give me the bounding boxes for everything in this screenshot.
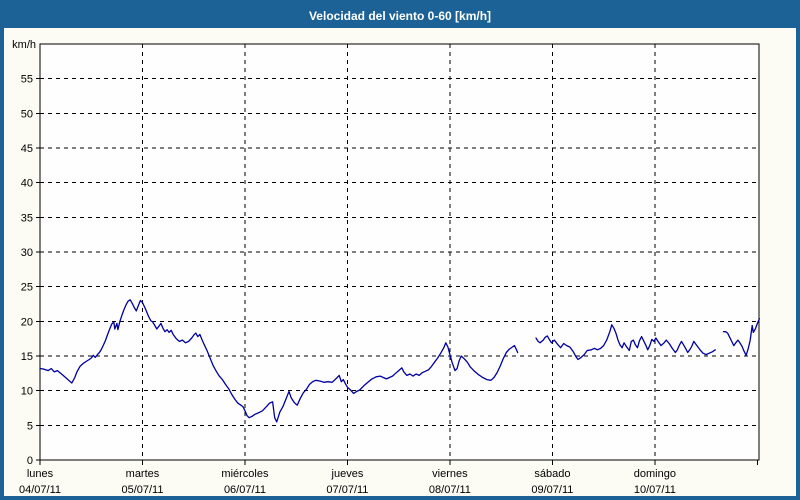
plot-area [39,43,760,461]
wind-speed-line-segment [722,317,761,356]
day-date-label: 04/07/11 [19,484,61,496]
y-tick-label: 40 [21,178,33,190]
day-date-label: 09/07/11 [531,484,573,496]
day-name-label: martes [126,468,160,480]
wind-speed-line-segment [39,299,519,423]
day-date-label: 06/07/11 [224,484,266,496]
y-axis-labels: 0 5 10 15 20 25 30 35 40 45 50 55 km/h [12,39,36,467]
y-tick-label: 10 [21,386,33,398]
y-tick-label: 30 [21,247,33,259]
grid-lines [40,44,759,460]
day-date-label: 07/07/11 [326,484,368,496]
y-tick-label: 25 [21,282,33,294]
day-date-label: 05/07/11 [121,484,163,496]
day-name-label: sábado [534,468,570,480]
y-axis-unit-label: km/h [12,39,36,51]
y-tick-label: 15 [21,351,33,363]
y-tick-label: 35 [21,212,33,224]
wind-speed-line [39,299,761,423]
day-name-label: miércoles [221,468,269,480]
y-tick-label: 45 [21,143,33,155]
day-name-label: domingo [634,468,676,480]
day-name-label: jueves [331,468,364,480]
y-tick-label: 20 [21,316,33,328]
chart-titlebar: Velocidad del viento 0-60 [km/h] [4,4,796,28]
wind-speed-line-segment [535,324,716,361]
day-date-label: 08/07/11 [429,484,471,496]
chart-title: Velocidad del viento 0-60 [km/h] [308,9,492,23]
wind-speed-chart: 0 5 10 15 20 25 30 35 40 45 50 55 km/h lunes 04/07/11 m… [12,39,761,496]
y-tick-label: 55 [21,74,33,86]
axis-ticks [36,78,758,465]
day-name-label: viernes [432,468,468,480]
y-tick-label: 5 [27,420,33,432]
y-tick-label: 50 [21,108,33,120]
day-name-label: lunes [27,468,54,480]
day-date-label: 10/07/11 [634,484,676,496]
x-axis-labels: lunes 04/07/11 martes 05/07/11 miércoles 06/0… [19,468,676,496]
y-tick-label: 0 [27,455,33,467]
